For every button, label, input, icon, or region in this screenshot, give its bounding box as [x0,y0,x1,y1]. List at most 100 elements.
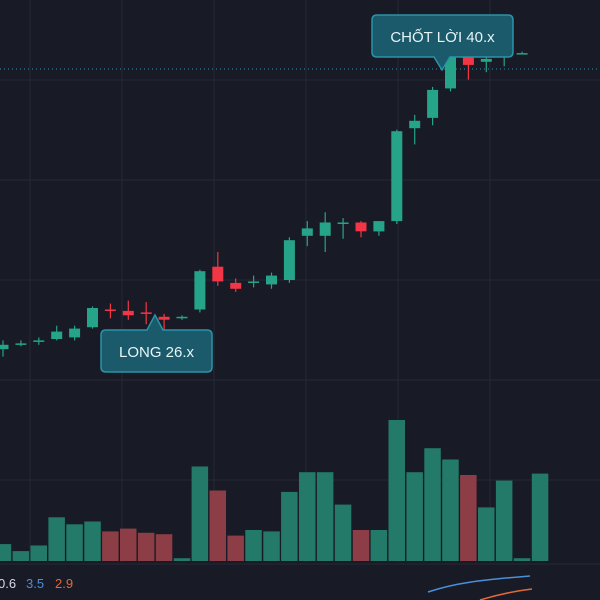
volume-bar [12,551,30,561]
candle-body [87,308,98,328]
volume-bar [245,530,262,561]
candle [87,306,98,329]
candle-body [319,222,331,236]
volume-bar [209,490,226,561]
candle [0,340,9,357]
volume-bar [281,491,298,561]
candle-body [445,50,456,89]
candle [194,269,206,313]
candle-body [391,131,403,222]
volume-bar [531,473,549,561]
volume-bars [0,420,549,561]
candle-body [122,310,134,316]
candle-body [140,312,152,314]
candle [373,221,385,236]
candle [230,278,242,292]
candle [248,275,260,288]
take-profit-callout-label: CHỐT LỜI 40.x [390,28,495,46]
volume-bar [460,475,477,561]
candle [69,325,81,341]
candle-body [15,343,27,345]
volume-bar [478,507,495,561]
candle [158,313,170,331]
candle [355,221,367,238]
candle [15,340,27,347]
volume-bar [155,534,173,561]
candle-body [51,331,63,339]
candle-body [283,240,295,280]
candle-body [266,275,277,285]
candle [283,237,295,283]
candle [140,302,152,325]
volume-bar [424,448,441,561]
indicator-value-1: 0.6 [0,576,16,591]
indicator-line-blue [427,575,531,593]
volume-bar [299,472,316,561]
volume-bar [173,558,191,561]
candle-body [409,120,421,129]
volume-bar [406,472,423,561]
candle-body [194,271,206,310]
candle-body [104,309,116,311]
long-callout-label: LONG 26.x [119,344,195,361]
candle-body [230,282,242,289]
candle-body [212,266,224,282]
candle [409,114,421,145]
candle [176,315,188,320]
candle-body [301,228,313,236]
candle [337,218,349,239]
candle [104,303,116,319]
take-profit-callout: CHỐT LỜI 40.x [371,14,514,72]
candle [51,325,63,341]
candle [122,300,134,320]
candle [266,272,277,289]
candle [516,51,528,55]
volume-bar [137,532,155,561]
volume-bar [388,420,405,561]
candle-body [480,58,492,62]
volume-bar [442,459,459,561]
volume-bar [120,528,137,561]
candle [319,212,331,252]
volume-bar [84,521,101,561]
volume-bar [370,530,388,561]
volume-bar [0,544,12,561]
volume-bar [263,531,280,561]
long-callout: LONG 26.x [100,313,213,373]
volume-bar [334,504,352,561]
candle [480,57,492,73]
volume-bar [102,531,119,561]
indicator-value-2: 3.5 [26,576,44,591]
candle [427,86,439,126]
volume-bar [352,530,370,561]
volume-bar [48,517,65,561]
volume-bar [191,466,209,561]
candle-body [0,344,9,350]
volume-bar [66,524,83,561]
volume-bar [495,480,513,561]
candle-body [337,222,349,224]
candle-body [158,316,170,320]
indicator-value-3: 2.9 [55,576,73,591]
candle-body [248,281,260,283]
candle-body [176,316,188,319]
candle-body [69,328,81,338]
candle [33,337,45,345]
long-callout-box [100,313,213,373]
volume-bar [316,472,334,561]
candle-body [516,53,528,55]
candle-body [373,221,385,232]
volume-bar [227,535,244,561]
candle [212,252,224,286]
volume-bar [30,545,47,561]
take-profit-callout-box [371,14,514,72]
candle-body [33,340,45,342]
candle [391,129,403,224]
candle [301,221,313,247]
candle-body [427,89,439,118]
indicator-line-orange [479,588,533,600]
candle-body [462,53,474,65]
volume-bar [513,558,531,561]
